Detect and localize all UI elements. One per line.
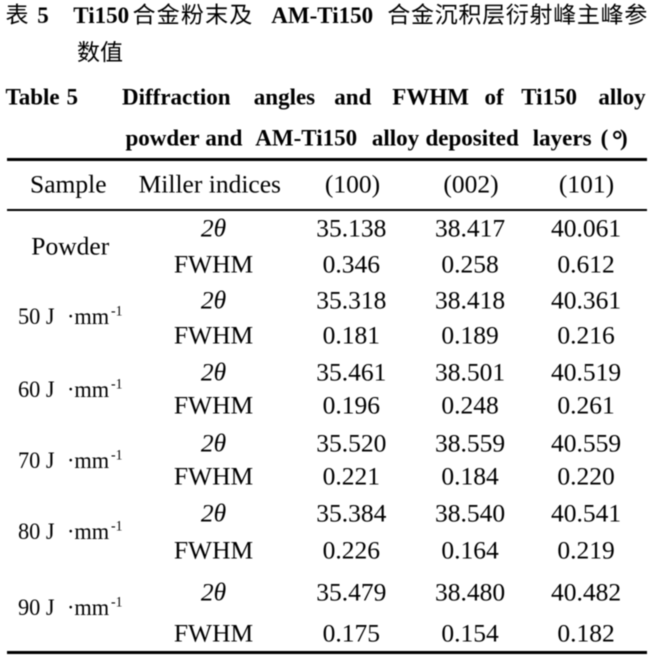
svg-text:AM-Ti150: AM-Ti150 <box>255 125 357 150</box>
svg-text:FWHM: FWHM <box>392 85 469 110</box>
svg-text:5: 5 <box>67 85 79 110</box>
svg-text:and: and <box>205 125 242 150</box>
svg-text:): ) <box>620 125 628 150</box>
svg-text:5: 5 <box>37 3 49 28</box>
svg-text:Ti150: Ti150 <box>73 3 129 28</box>
svg-text:deposited: deposited <box>426 125 520 150</box>
svg-text:(: ( <box>601 125 609 150</box>
svg-text:Ti150: Ti150 <box>521 85 577 110</box>
svg-text:of: of <box>485 85 505 110</box>
svg-text:and: and <box>334 85 371 110</box>
svg-text:AM-Ti150: AM-Ti150 <box>271 3 373 28</box>
svg-text:layers: layers <box>533 125 592 150</box>
svg-text:angles: angles <box>254 85 315 110</box>
svg-text:Table: Table <box>6 85 60 110</box>
svg-text:alloy: alloy <box>372 125 420 150</box>
svg-text:powder: powder <box>126 125 200 150</box>
svg-text:alloy: alloy <box>598 85 646 110</box>
svg-text:Diffraction: Diffraction <box>122 85 231 110</box>
